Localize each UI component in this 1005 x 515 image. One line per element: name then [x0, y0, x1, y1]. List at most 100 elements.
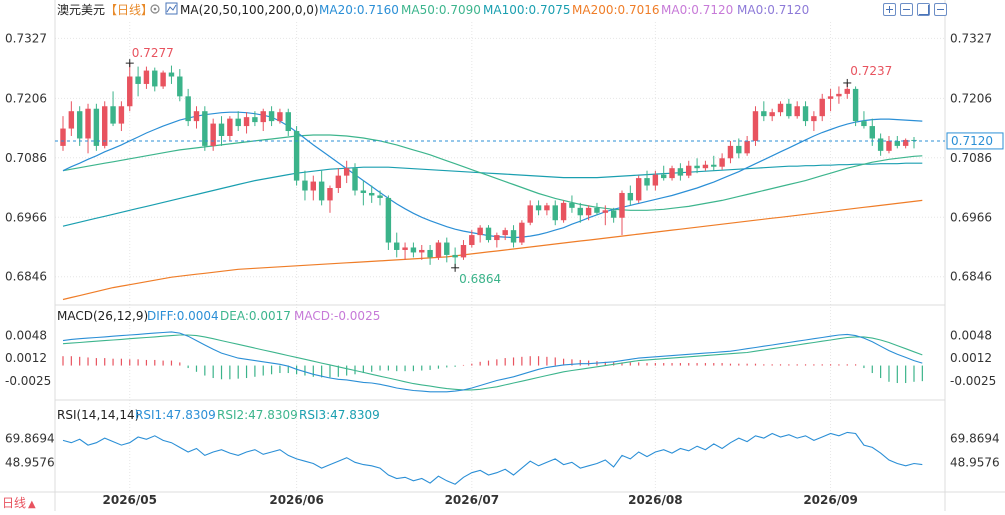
candle-down	[869, 126, 875, 139]
candle-down	[76, 111, 83, 139]
ma0a-value: MA0:0.7120	[661, 3, 733, 17]
macd-params: MACD(26,12,9)	[57, 309, 148, 323]
rsi-params: RSI(14,14,14)	[57, 408, 139, 422]
period-selector[interactable]: 日线	[2, 496, 26, 510]
candle-up	[210, 123, 216, 146]
candle-up	[127, 76, 133, 107]
candle-up	[85, 108, 91, 139]
x-tick-label: 2026/08	[628, 493, 682, 507]
candle-down	[394, 242, 400, 250]
candle-up	[635, 178, 642, 201]
candle-up	[519, 222, 525, 243]
zoom-out-icon[interactable]	[900, 3, 913, 16]
moving-averages	[62, 111, 923, 301]
candles	[60, 63, 917, 268]
candle-up	[118, 106, 125, 124]
candle-down	[660, 174, 667, 179]
candle-up	[160, 72, 166, 87]
candle-down	[410, 247, 417, 253]
last-price-tag	[946, 132, 1004, 150]
candle-down	[510, 230, 517, 243]
candle-up	[811, 116, 817, 122]
candle-up	[469, 235, 475, 246]
candle-down	[135, 76, 141, 84]
price-tick-left: 0.7086	[5, 151, 47, 165]
candle-down	[285, 112, 291, 132]
candle-up	[335, 175, 342, 189]
candle-up	[727, 145, 734, 159]
candle-down	[877, 138, 884, 151]
candle-down	[293, 131, 300, 181]
price-tick-right: 0.6966	[950, 210, 992, 224]
ma100-value: MA100:0.7075	[483, 3, 571, 17]
ma0b-value: MA0:0.7120	[737, 3, 809, 17]
period-label[interactable]: 【日线】	[105, 3, 153, 17]
ma-params: MA(20,50,100,200,0,0)	[180, 3, 319, 17]
candle-down	[452, 254, 458, 258]
macd-diff-line	[62, 331, 923, 393]
candle-down	[569, 202, 575, 208]
price-tick-right: 0.7327	[950, 31, 992, 45]
candle-up	[494, 235, 500, 241]
candle-down	[202, 111, 208, 146]
rsi-line	[62, 431, 923, 485]
macd-tick-right: 0.0012	[950, 351, 992, 365]
macd-dea: DEA:0.0017	[220, 309, 291, 323]
minimize-icon[interactable]	[934, 3, 947, 16]
candle-up	[260, 111, 266, 123]
candle-down	[861, 121, 867, 127]
candle-down	[535, 205, 542, 211]
candle-down	[761, 111, 767, 117]
period-selector-arrow[interactable]: ▲	[28, 499, 36, 510]
price-tick-left: 0.7327	[5, 31, 47, 45]
candle-up	[60, 128, 66, 146]
grid-icon[interactable]	[917, 3, 930, 16]
candle-up	[102, 106, 108, 146]
ma200-line	[62, 199, 923, 301]
candle-up	[419, 249, 425, 253]
ma100-line	[62, 162, 923, 227]
zoom-in-icon[interactable]	[883, 3, 896, 16]
x-tick-label: 2026/06	[269, 493, 323, 507]
candle-down	[594, 207, 600, 213]
candle-up	[744, 140, 750, 154]
candle-up	[227, 118, 233, 136]
candle-down	[610, 210, 617, 218]
low-label: 0.6864	[459, 272, 501, 286]
candle-down	[235, 118, 241, 127]
rsi-tick-left: 69.8694	[5, 431, 55, 445]
ma50-value: MA50:0.7090	[401, 3, 481, 17]
candle-up	[477, 227, 483, 236]
candle-down	[368, 192, 375, 196]
macd-panel	[62, 331, 923, 393]
candle-up	[819, 98, 825, 117]
candle-up	[544, 205, 550, 211]
candle-down	[485, 227, 492, 241]
price-tick-left: 0.6966	[5, 210, 47, 224]
candle-up	[527, 205, 533, 223]
rsi2-value: RSI2:47.8309	[217, 408, 298, 422]
candle-up	[143, 70, 150, 84]
candle-up	[844, 88, 850, 94]
macd-diff: DIFF:0.0004	[147, 309, 219, 323]
ma50-line	[62, 134, 923, 211]
ma20-value: MA20:0.7160	[319, 3, 399, 17]
indicator-icon[interactable]	[165, 2, 178, 15]
candle-up	[243, 117, 250, 127]
candle-down	[444, 242, 450, 255]
price-tick-left: 0.6846	[5, 270, 47, 284]
gear-icon[interactable]	[150, 4, 160, 14]
candle-down	[711, 164, 717, 167]
ma20-line	[62, 111, 923, 239]
price-tick-right: 0.7086	[950, 151, 992, 165]
candle-down	[786, 103, 792, 117]
candle-down	[152, 70, 158, 87]
candle-down	[168, 72, 175, 77]
ma200-value: MA200:0.7016	[572, 3, 660, 17]
candle-down	[694, 165, 700, 169]
candle-up	[836, 93, 842, 97]
candle-up	[719, 158, 725, 167]
candle-up	[310, 181, 317, 191]
